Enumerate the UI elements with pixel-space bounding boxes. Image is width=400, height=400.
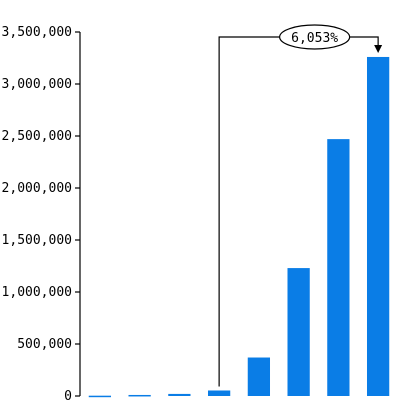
annotation-label: 6,053% [291, 31, 338, 46]
bar [327, 139, 350, 396]
y-tick-label: 3,000,000 [2, 77, 72, 92]
bar [247, 357, 271, 396]
y-tick-label: 500,000 [17, 337, 72, 352]
y-tick-label: 0 [64, 389, 72, 400]
bar [366, 56, 390, 397]
growth-annotation: 6,053% [218, 24, 383, 387]
y-tick-label: 3,500,000 [2, 25, 72, 40]
y-tick-label: 1,500,000 [2, 233, 72, 248]
bars [88, 56, 390, 398]
y-tick-label: 1,000,000 [2, 285, 72, 300]
y-tick-label: 2,000,000 [2, 181, 72, 196]
bar [168, 393, 191, 396]
bar [128, 394, 151, 397]
y-axis: 3,500,000 3,000,000 2,500,000 2,000,000 1,50… [2, 25, 81, 400]
annotation-arrowhead [374, 44, 383, 53]
bar [207, 390, 231, 396]
bar [88, 395, 112, 398]
y-tick-label: 2,500,000 [2, 129, 72, 144]
bar [287, 268, 310, 396]
annotation-bubble [279, 24, 351, 50]
